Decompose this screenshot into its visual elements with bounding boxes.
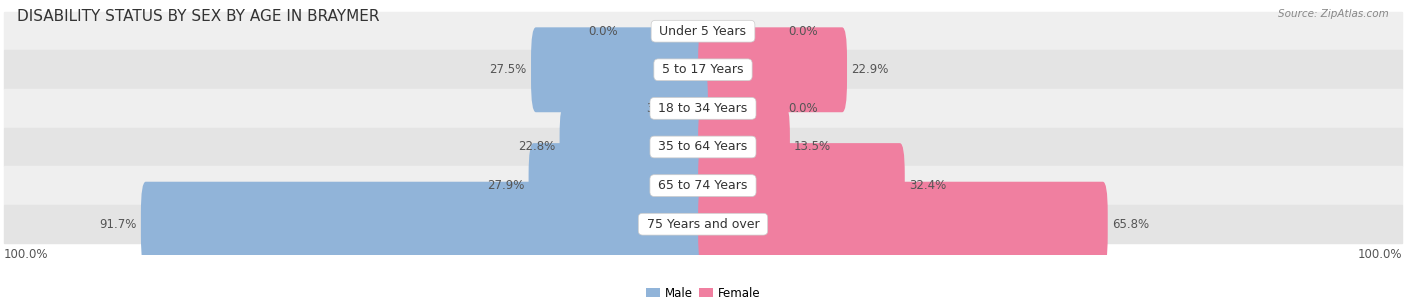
Text: 18 to 34 Years: 18 to 34 Years — [654, 102, 752, 115]
Legend: Male, Female: Male, Female — [641, 282, 765, 304]
FancyBboxPatch shape — [699, 27, 846, 112]
Text: 65 to 74 Years: 65 to 74 Years — [654, 179, 752, 192]
Text: 0.0%: 0.0% — [789, 25, 818, 38]
Text: 75 Years and over: 75 Years and over — [643, 218, 763, 231]
Bar — [4, 51, 1402, 89]
FancyBboxPatch shape — [699, 105, 790, 189]
Text: 100.0%: 100.0% — [1357, 248, 1402, 261]
Text: 35 to 64 Years: 35 to 64 Years — [654, 141, 752, 153]
Bar — [4, 89, 1402, 128]
FancyBboxPatch shape — [560, 105, 707, 189]
FancyBboxPatch shape — [699, 182, 1108, 267]
Text: 65.8%: 65.8% — [1112, 218, 1149, 231]
Bar — [4, 166, 1402, 205]
FancyBboxPatch shape — [141, 182, 707, 267]
Text: 5 to 17 Years: 5 to 17 Years — [658, 63, 748, 76]
Text: 22.9%: 22.9% — [851, 63, 889, 76]
FancyBboxPatch shape — [681, 66, 707, 151]
Text: 13.5%: 13.5% — [794, 141, 831, 153]
Text: 27.5%: 27.5% — [489, 63, 527, 76]
Text: 3.0%: 3.0% — [645, 102, 676, 115]
Text: 32.4%: 32.4% — [910, 179, 946, 192]
Text: Under 5 Years: Under 5 Years — [655, 25, 751, 38]
FancyBboxPatch shape — [529, 143, 707, 228]
Text: 0.0%: 0.0% — [789, 102, 818, 115]
Text: 27.9%: 27.9% — [486, 179, 524, 192]
FancyBboxPatch shape — [531, 27, 707, 112]
Bar — [4, 12, 1402, 51]
Bar — [4, 205, 1402, 243]
Text: 100.0%: 100.0% — [4, 248, 49, 261]
Text: 91.7%: 91.7% — [100, 218, 136, 231]
Text: 22.8%: 22.8% — [517, 141, 555, 153]
Bar — [4, 128, 1402, 166]
Text: DISABILITY STATUS BY SEX BY AGE IN BRAYMER: DISABILITY STATUS BY SEX BY AGE IN BRAYM… — [17, 9, 380, 24]
Text: 0.0%: 0.0% — [588, 25, 617, 38]
Text: Source: ZipAtlas.com: Source: ZipAtlas.com — [1278, 9, 1389, 19]
FancyBboxPatch shape — [699, 143, 904, 228]
